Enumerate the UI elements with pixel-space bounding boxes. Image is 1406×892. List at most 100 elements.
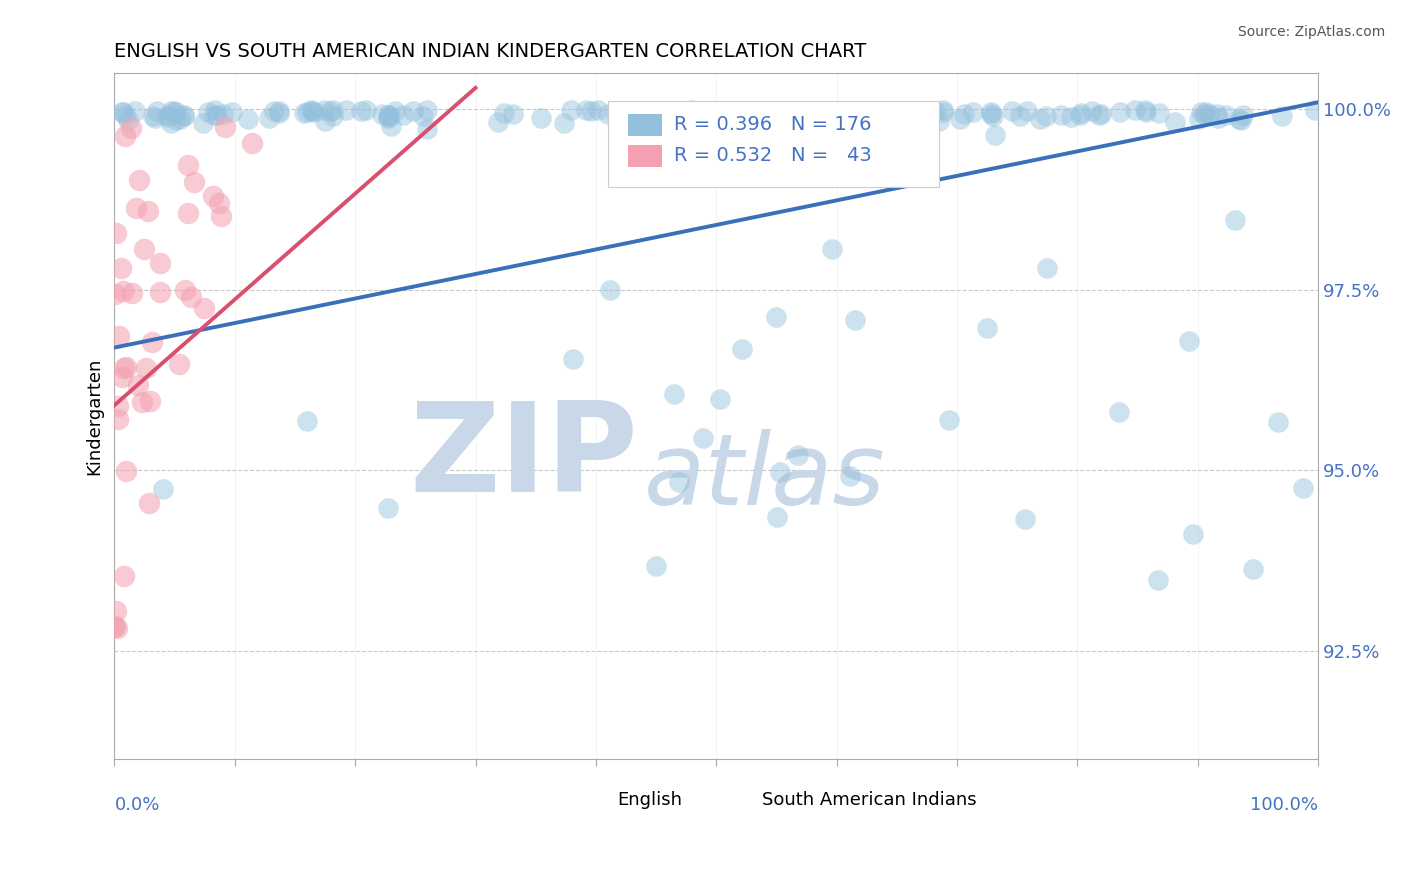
Point [163,104,186,119]
Point [1014,512,1036,526]
Point [932,104,955,119]
Point [817,109,839,123]
Point [1017,103,1039,118]
Point [1198,107,1220,121]
Point [596,107,619,121]
Point [1195,104,1218,119]
Point [1147,106,1170,120]
Point [202,189,225,203]
Point [1206,111,1229,125]
Point [105,620,128,634]
Point [207,108,229,122]
Point [112,285,135,299]
Point [104,287,127,301]
Point [745,106,768,120]
Text: South American Indians: South American Indians [762,791,977,809]
Point [141,335,163,350]
Point [263,104,285,119]
Point [1123,103,1146,117]
Point [149,256,172,270]
Point [322,103,344,117]
Point [1189,104,1212,119]
Point [553,116,575,130]
Point [132,243,155,257]
Point [416,122,439,136]
Point [402,104,425,119]
Point [1303,103,1326,118]
Point [1087,108,1109,122]
Point [900,115,922,129]
Point [1225,213,1247,227]
Point [1188,112,1211,127]
Point [157,108,180,122]
Point [599,283,621,297]
Point [844,313,866,327]
Point [880,105,903,120]
Point [983,109,1005,123]
Point [1163,115,1185,129]
Point [842,105,865,120]
Point [204,103,226,118]
Point [378,108,401,122]
Point [125,201,148,215]
Point [877,104,900,119]
Point [1081,104,1104,119]
Point [924,104,946,119]
Point [1070,106,1092,120]
Point [752,109,775,123]
Point [896,110,918,124]
Point [821,242,844,256]
Point [117,112,139,127]
Point [1230,113,1253,128]
Point [709,392,731,406]
Point [1035,109,1057,123]
Point [702,109,724,123]
Point [297,105,319,120]
Point [416,103,439,118]
Point [606,111,628,125]
Point [183,175,205,189]
Point [938,413,960,427]
Point [1227,112,1250,126]
Point [412,109,434,123]
Point [793,109,815,123]
Point [645,558,668,573]
Point [870,106,893,120]
Point [114,360,136,375]
Point [932,103,955,117]
Point [766,510,789,524]
Point [314,114,336,128]
Point [212,107,235,121]
Point [322,109,344,123]
Point [177,206,200,220]
Text: 0.0%: 0.0% [114,797,160,814]
Point [114,464,136,478]
Point [1182,526,1205,541]
Point [1215,108,1237,122]
Point [292,106,315,120]
Point [806,111,828,125]
Text: English: English [617,791,682,809]
Point [152,482,174,496]
Point [560,103,582,117]
Point [786,448,808,462]
Point [823,106,845,120]
Point [575,103,598,118]
Point [1060,111,1083,125]
Point [561,352,583,367]
Point [297,414,319,428]
Point [692,431,714,445]
Point [377,112,399,126]
Point [111,105,134,120]
FancyBboxPatch shape [583,789,610,810]
Point [259,112,281,126]
Point [160,103,183,118]
Point [1108,405,1130,419]
Point [377,501,399,516]
Point [114,129,136,144]
Point [104,226,127,240]
Point [193,301,215,315]
Point [312,103,335,117]
Point [1135,104,1157,119]
Point [146,103,169,118]
